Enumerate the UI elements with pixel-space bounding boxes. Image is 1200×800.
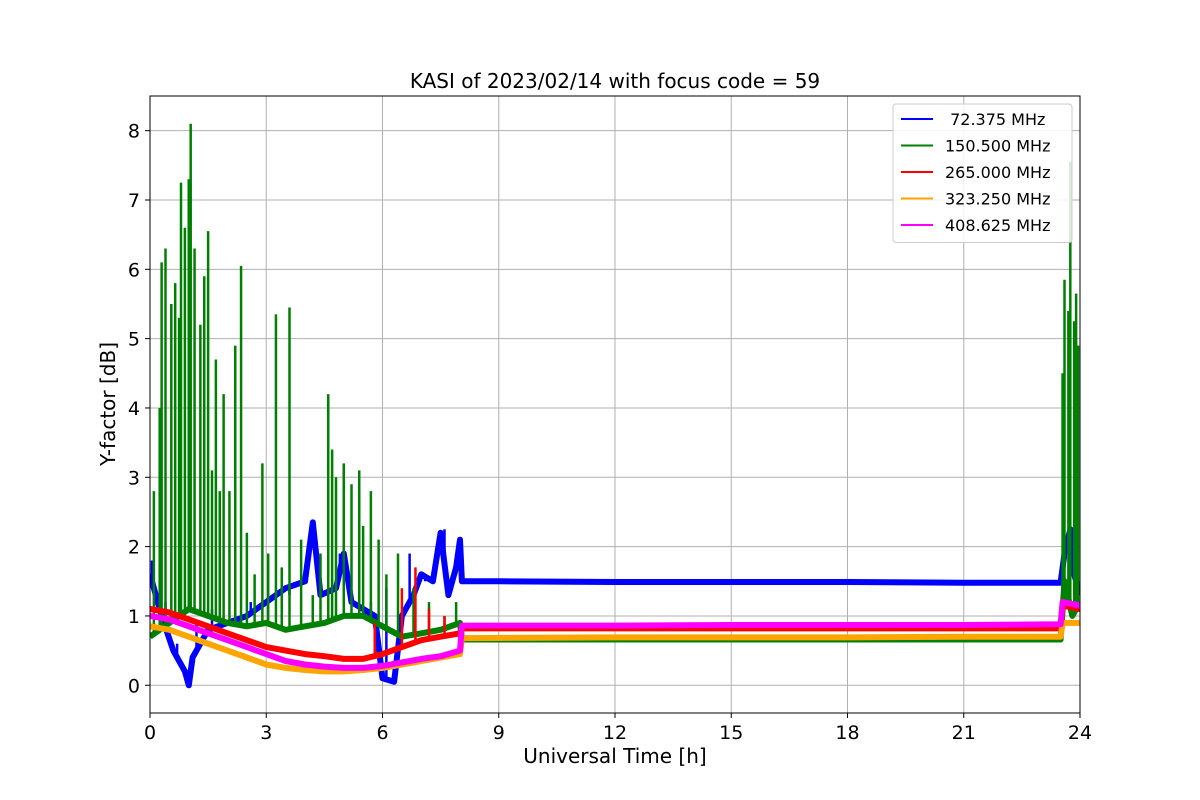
series-layer: [150, 123, 1080, 689]
series-line: [150, 519, 1080, 689]
x-tick-label: 0: [144, 722, 156, 744]
y-tick-label: 8: [128, 121, 140, 143]
legend-box: [892, 103, 1073, 243]
legend: 72.375 MHz 150.500 MHz 265.000 MHz 323.250 …: [892, 103, 1073, 243]
chart-title: KASI of 2023/02/14 with focus code = 59: [410, 69, 820, 93]
y-tick-label: 0: [128, 675, 140, 697]
x-tick-label: 24: [1068, 722, 1092, 744]
x-axis-label: Universal Time [h]: [523, 744, 706, 768]
x-tick-label: 12: [603, 722, 627, 744]
series-4: [150, 599, 1080, 671]
legend-label: 408.625 MHz: [945, 216, 1050, 235]
x-tick-label: 6: [376, 722, 388, 744]
y-tick-label: 5: [128, 329, 140, 351]
x-tick-label: 18: [835, 722, 859, 744]
y-tick-label: 4: [128, 398, 140, 420]
y-tick-label: 3: [128, 467, 140, 489]
x-tick-label: 3: [260, 722, 272, 744]
y-tick-label: 2: [128, 537, 140, 559]
y-tick-label: 1: [128, 606, 140, 628]
x-tick-label: 9: [493, 722, 505, 744]
y-tick-label: 7: [128, 190, 140, 212]
y-tick-label: 6: [128, 259, 140, 281]
x-tick-label: 21: [952, 722, 976, 744]
legend-label: 72.375 MHz: [945, 110, 1045, 129]
y-axis-label: Y-factor [dB]: [96, 342, 120, 467]
x-tick-label: 15: [719, 722, 743, 744]
series-2: [150, 567, 1080, 662]
legend-label: 265.000 MHz: [945, 163, 1050, 182]
y-axis-ticks: 0 1 2 3 4 5 6 7 8: [128, 121, 150, 697]
series-line: [150, 602, 1080, 662]
series-line: [150, 599, 1080, 671]
legend-label: 150.500 MHz: [945, 137, 1050, 156]
x-axis-ticks: 0 3 6 9 12 15 18 21 24: [144, 713, 1092, 744]
legend-label: 323.250 MHz: [945, 190, 1050, 209]
